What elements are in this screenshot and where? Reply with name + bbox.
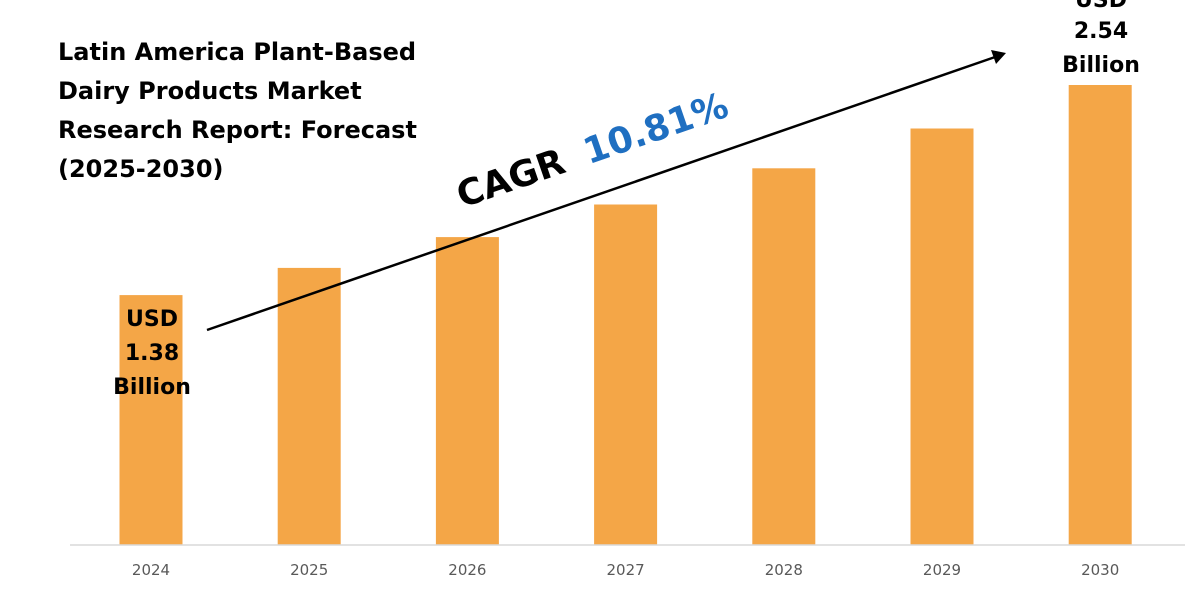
growth-trend-arrow xyxy=(206,50,1006,332)
chart-title-line: Dairy Products Market xyxy=(58,77,362,105)
bar-series xyxy=(119,85,1132,546)
bar-2026 xyxy=(435,237,499,545)
callout-line: 1.38 xyxy=(125,341,179,366)
x-tick-label: 2026 xyxy=(448,561,486,579)
x-tick-label: 2029 xyxy=(923,561,961,579)
callout-line: 2.54 xyxy=(1074,19,1128,44)
chart-title-line: Latin America Plant-Based xyxy=(58,38,416,66)
cagr-value: 10.81% xyxy=(578,85,733,173)
callout-line: Billion xyxy=(113,375,191,400)
bar-2025 xyxy=(277,267,341,545)
bar-2028 xyxy=(752,168,816,546)
bar-2024 xyxy=(119,295,183,545)
trend-arrowhead xyxy=(991,50,1006,64)
x-tick-label: 2028 xyxy=(765,561,803,579)
x-axis-tick-labels: 2024 2025 2026 2027 2028 2029 2030 xyxy=(132,561,1119,579)
callout-line: USD xyxy=(1075,0,1127,13)
chart-title-line: Research Report: Forecast xyxy=(58,116,417,144)
bar-2030 xyxy=(1068,85,1132,545)
chart-title: Latin America Plant-Based Dairy Products… xyxy=(58,38,417,183)
trend-arrow-line xyxy=(206,54,999,332)
x-tick-label: 2024 xyxy=(132,561,170,579)
callout-line: USD xyxy=(126,307,178,332)
bar-2029 xyxy=(910,128,974,545)
bar-2027 xyxy=(594,204,658,545)
x-tick-label: 2025 xyxy=(290,561,328,579)
x-tick-label: 2030 xyxy=(1081,561,1119,579)
start-value-callout: USD 1.38 Billion xyxy=(113,307,191,400)
cagr-prefix: CAGR xyxy=(452,141,571,216)
chart-title-line: (2025-2030) xyxy=(58,155,224,183)
end-value-callout: USD 2.54 Billion xyxy=(1062,0,1140,78)
x-tick-label: 2027 xyxy=(607,561,645,579)
callout-line: Billion xyxy=(1062,53,1140,78)
